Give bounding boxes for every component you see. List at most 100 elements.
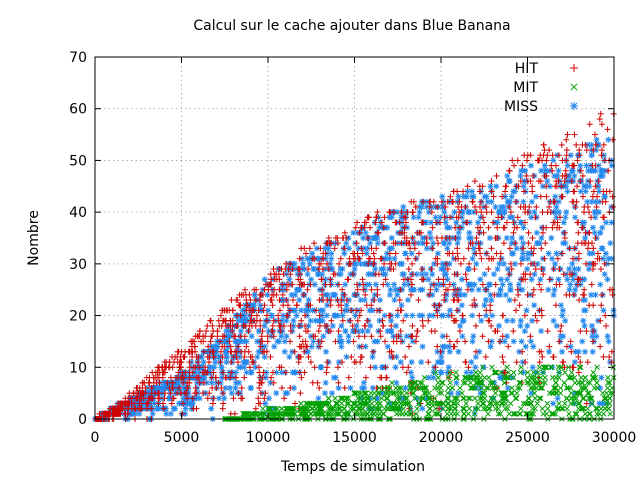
data-point	[381, 260, 388, 267]
data-point	[295, 359, 302, 366]
data-point	[397, 338, 404, 345]
data-point	[217, 312, 224, 319]
data-point	[510, 229, 517, 236]
data-point	[298, 245, 305, 252]
data-point	[286, 353, 293, 360]
data-point	[176, 364, 183, 371]
data-point	[362, 374, 369, 381]
data-point	[604, 385, 611, 391]
data-point	[510, 369, 517, 376]
data-point	[218, 322, 225, 329]
data-point	[419, 343, 426, 350]
data-point	[581, 203, 588, 210]
data-point	[419, 405, 426, 412]
data-point	[396, 390, 403, 396]
data-point	[334, 364, 341, 371]
data-point	[428, 266, 435, 273]
data-point	[527, 178, 534, 185]
data-point	[531, 260, 538, 267]
data-point	[203, 328, 210, 335]
data-point	[538, 266, 545, 273]
data-point	[506, 297, 513, 304]
data-point	[472, 348, 479, 355]
data-point	[289, 369, 296, 376]
data-point	[557, 333, 564, 340]
data-point	[490, 193, 497, 200]
data-point	[354, 219, 361, 226]
data-point	[374, 291, 381, 298]
data-point	[237, 328, 244, 335]
data-point	[487, 307, 494, 314]
data-point	[388, 322, 395, 329]
data-point	[405, 364, 412, 371]
data-point	[463, 400, 469, 407]
data-point	[287, 322, 294, 329]
data-point	[472, 203, 479, 210]
data-point	[472, 322, 479, 329]
data-point	[510, 411, 517, 417]
data-point	[472, 364, 479, 371]
data-point	[586, 121, 593, 128]
data-point	[435, 380, 441, 386]
data-point	[482, 353, 489, 360]
data-point	[488, 245, 495, 252]
data-point	[559, 307, 566, 314]
data-point	[249, 353, 256, 360]
data-point	[579, 224, 586, 231]
data-point	[166, 364, 173, 371]
data-point	[598, 374, 605, 381]
data-point	[541, 162, 548, 169]
data-point	[581, 307, 588, 314]
data-point	[426, 229, 433, 236]
data-point	[569, 198, 576, 205]
data-point	[533, 317, 540, 324]
data-point	[362, 229, 369, 236]
data-point	[234, 322, 241, 329]
data-point	[532, 312, 539, 319]
data-point	[308, 411, 314, 417]
data-point	[404, 255, 411, 262]
data-point	[405, 281, 412, 288]
data-point	[603, 219, 610, 226]
data-point	[504, 198, 511, 205]
data-point	[581, 286, 588, 293]
data-point	[237, 302, 244, 309]
data-point	[506, 271, 513, 278]
data-point	[433, 286, 440, 293]
data-point	[475, 245, 482, 252]
data-point	[519, 250, 526, 257]
data-point	[546, 343, 553, 350]
data-point	[319, 291, 326, 298]
data-point	[306, 260, 313, 267]
data-point	[571, 359, 578, 366]
data-point	[506, 411, 512, 417]
data-point	[319, 255, 326, 262]
x-tick-label: 20000	[419, 430, 464, 446]
data-point	[391, 297, 398, 304]
data-point	[369, 400, 375, 407]
data-point	[221, 395, 228, 402]
data-point	[399, 411, 406, 417]
data-point	[378, 374, 385, 381]
data-point	[500, 240, 507, 247]
data-point	[370, 411, 377, 417]
data-point	[507, 281, 514, 288]
data-point	[589, 193, 596, 200]
data-point	[324, 260, 331, 267]
data-point	[415, 250, 422, 257]
data-point	[264, 338, 271, 345]
data-point	[209, 322, 216, 329]
data-point	[584, 198, 591, 205]
data-point	[483, 209, 490, 216]
data-point	[220, 400, 227, 407]
data-point	[280, 271, 287, 278]
data-point	[487, 343, 494, 350]
data-point	[572, 214, 579, 221]
data-point	[228, 390, 235, 397]
data-point	[467, 380, 474, 386]
data-point	[419, 240, 426, 247]
data-point	[364, 317, 371, 324]
data-point	[567, 152, 574, 159]
data-point	[382, 338, 389, 345]
